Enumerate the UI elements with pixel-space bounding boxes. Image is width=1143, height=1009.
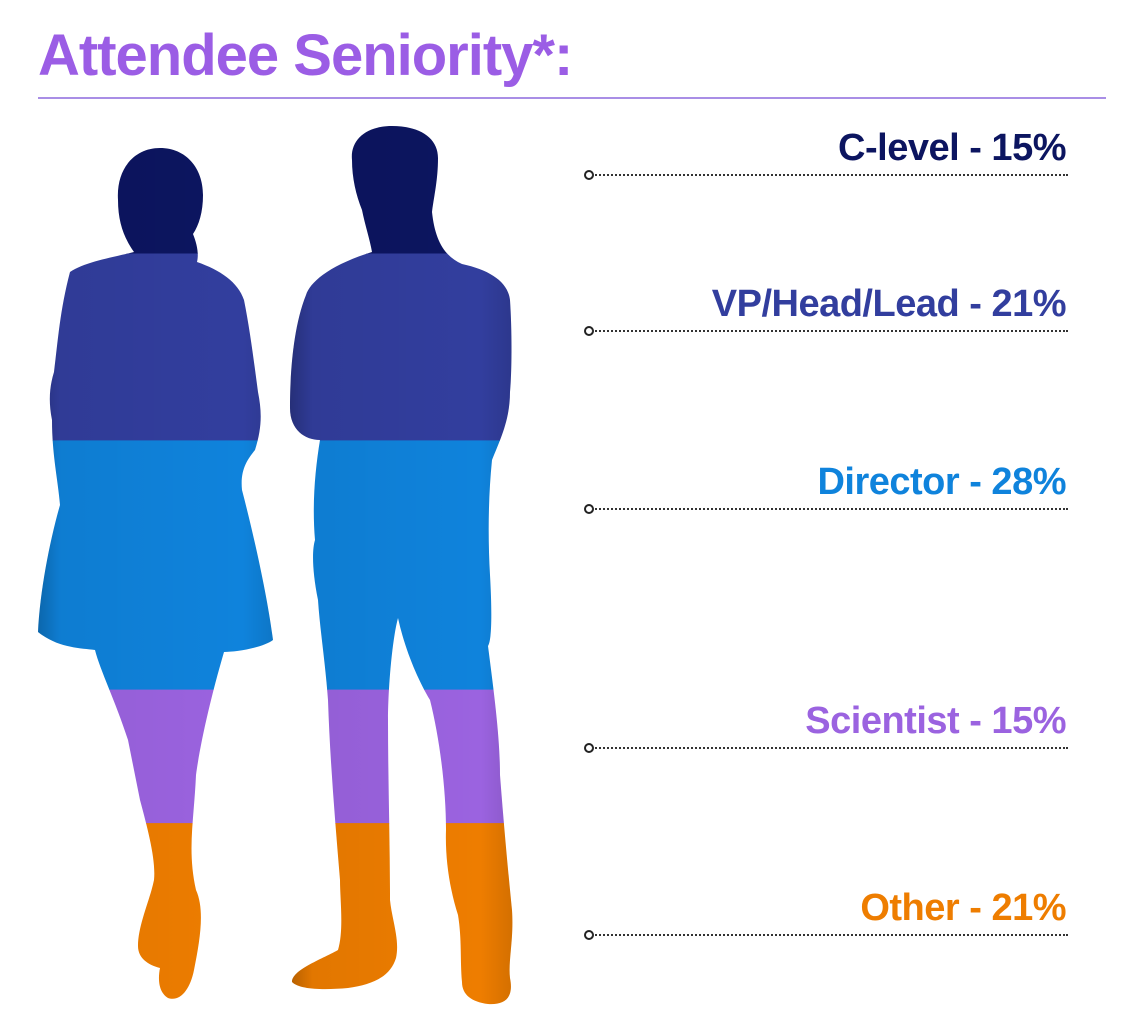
legend-item-vp-head-lead: VP/Head/Lead - 21% — [580, 282, 1070, 342]
man-shading — [285, 126, 513, 1005]
chart-title: Attendee Seniority*: — [38, 23, 573, 88]
legend-label-director: Director - 28% — [817, 461, 1066, 503]
band-c-level — [38, 126, 513, 254]
legend-leader-line-other — [592, 934, 1068, 936]
legend-item-director: Director - 28% — [580, 460, 1070, 520]
woman-shading — [38, 126, 280, 1005]
title-divider — [38, 97, 1106, 99]
legend-label-vp-head-lead: VP/Head/Lead - 21% — [711, 283, 1067, 325]
legend-label-other: Other - 21% — [860, 887, 1066, 929]
silhouette-svg — [38, 126, 513, 1005]
legend-label-scientist: Scientist - 15% — [805, 700, 1066, 742]
legend-item-other: Other - 21% — [580, 886, 1070, 946]
legend-leader-line-vp-head-lead — [592, 330, 1068, 332]
legend-label-c-level: C-level - 15% — [838, 127, 1066, 169]
legend-leader-line-c-level — [592, 174, 1068, 176]
legend-leader-line-scientist — [592, 747, 1068, 749]
people-silhouette-chart — [0, 100, 580, 1009]
legend-leader-line-director — [592, 508, 1068, 510]
legend-item-scientist: Scientist - 15% — [580, 699, 1070, 759]
legend-item-c-level: C-level - 15% — [580, 126, 1070, 186]
